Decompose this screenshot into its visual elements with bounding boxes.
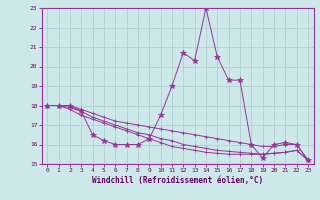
X-axis label: Windchill (Refroidissement éolien,°C): Windchill (Refroidissement éolien,°C) (92, 176, 263, 185)
